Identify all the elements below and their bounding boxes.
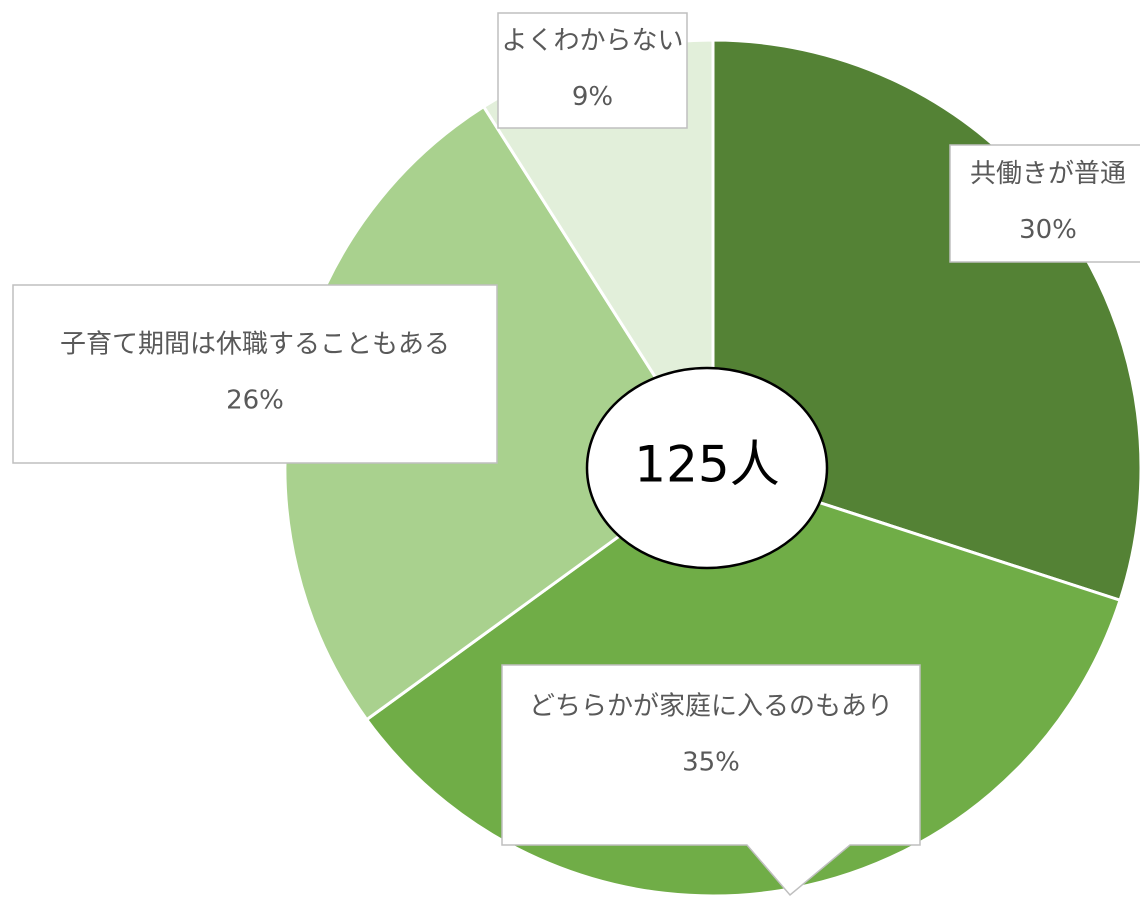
label-value: 26% — [226, 386, 284, 416]
labels: 共働きが普通 30% どちらかが家庭に入るのもあり 35% 子育て期間は休職することもあ… — [12, 12, 1140, 897]
label-category: 共働きが普通 — [970, 159, 1126, 189]
label-box — [12, 284, 498, 464]
label-value: 35% — [682, 748, 740, 778]
label-value: 30% — [1019, 215, 1077, 245]
label-category: どちらかが家庭に入るのもあり — [529, 692, 893, 722]
label-category: よくわからない — [501, 26, 683, 56]
label-value: 9% — [572, 82, 613, 112]
label-callout — [501, 664, 921, 897]
label-box — [949, 144, 1140, 263]
label-box — [497, 12, 688, 129]
center-ellipse — [585, 366, 829, 570]
label-category: 子育て期間は休職することもある — [60, 330, 450, 360]
center-label: 125人 — [634, 436, 779, 494]
